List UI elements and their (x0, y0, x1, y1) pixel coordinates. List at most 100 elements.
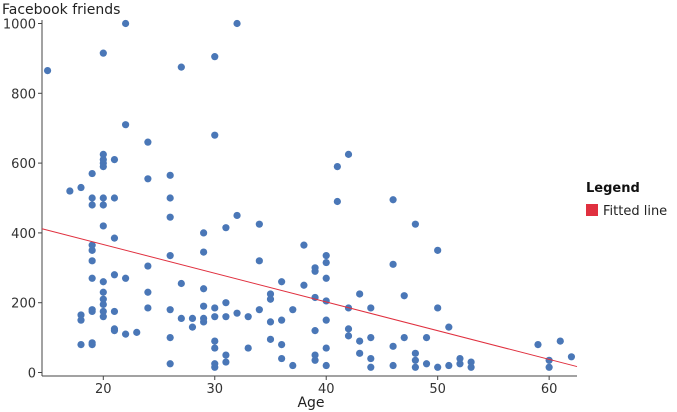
data-point (99, 313, 107, 321)
data-point (88, 274, 96, 282)
data-point (211, 131, 219, 139)
data-point (311, 327, 319, 335)
data-point (43, 67, 52, 75)
data-point (77, 340, 85, 349)
data-point (211, 313, 219, 321)
data-point (322, 344, 330, 352)
data-point (99, 278, 107, 286)
x-tick-label: 50 (429, 382, 446, 397)
data-point (422, 334, 431, 342)
data-point (266, 335, 275, 343)
data-point (278, 340, 286, 349)
data-point (356, 349, 364, 357)
data-point (99, 201, 107, 209)
data-point (356, 290, 364, 298)
data-point (244, 344, 252, 352)
data-point (200, 285, 208, 293)
data-point (456, 360, 464, 368)
data-point (311, 267, 319, 275)
data-point (166, 360, 174, 368)
data-point (445, 323, 453, 331)
data-point (166, 213, 174, 221)
data-point (200, 229, 208, 237)
data-point (389, 196, 397, 204)
data-point (99, 288, 107, 296)
data-point (211, 304, 219, 312)
data-point (278, 316, 286, 324)
x-axis-title: Age (297, 395, 324, 411)
data-point (99, 300, 107, 309)
data-point (233, 19, 241, 28)
y-tick-label: 0 (28, 367, 36, 382)
y-tick-label: 800 (11, 87, 36, 102)
data-point (367, 354, 375, 363)
data-point (110, 327, 119, 335)
data-point (400, 292, 408, 300)
data-point (166, 251, 174, 260)
data-point (88, 241, 96, 249)
data-point (300, 281, 308, 289)
data-point (166, 334, 174, 342)
data-point (166, 194, 174, 202)
data-point (300, 241, 308, 249)
x-tick-label: 60 (541, 382, 558, 397)
data-point (188, 323, 197, 331)
data-point (389, 361, 397, 370)
data-point (266, 290, 275, 298)
data-point (188, 314, 197, 323)
data-point (344, 325, 353, 333)
data-point (367, 304, 375, 312)
data-point (411, 220, 419, 228)
data-point (177, 63, 185, 71)
x-axis-ticks: 20 30 40 50 60 (95, 376, 557, 397)
y-axis-title: Facebook friends (2, 2, 120, 18)
data-point (278, 354, 286, 363)
data-point (77, 311, 85, 319)
data-point (411, 363, 419, 371)
data-point (88, 169, 96, 178)
data-point (77, 316, 85, 324)
data-point (411, 356, 419, 364)
data-point (389, 260, 397, 268)
data-point (110, 234, 119, 242)
data-point (200, 248, 208, 256)
data-point (467, 358, 475, 366)
x-tick-label: 40 (318, 382, 335, 397)
axes (41, 20, 577, 377)
data-point (99, 194, 107, 202)
data-point (88, 340, 96, 349)
data-point (144, 175, 152, 183)
data-point (222, 351, 230, 359)
data-point (110, 307, 119, 316)
data-point (367, 363, 375, 371)
data-point (311, 356, 319, 364)
data-point (556, 337, 564, 345)
data-point (434, 363, 442, 371)
data-point (266, 295, 275, 303)
data-point (445, 361, 453, 370)
legend-label-fitted-line: Fitted line (603, 204, 667, 219)
data-point (434, 304, 442, 312)
y-tick-label: 600 (11, 157, 36, 172)
data-point (255, 257, 263, 265)
data-point (166, 171, 174, 179)
data-point (211, 363, 219, 371)
data-point (144, 138, 152, 146)
data-point (545, 363, 553, 371)
data-point (133, 328, 141, 336)
data-point (211, 53, 219, 61)
data-point (222, 313, 230, 321)
data-point (222, 299, 230, 307)
data-point (99, 295, 107, 303)
data-point (110, 271, 119, 279)
data-point (567, 353, 576, 361)
data-point (367, 334, 375, 342)
data-point (333, 197, 341, 206)
data-point (422, 360, 431, 368)
data-point (77, 183, 85, 192)
data-point (99, 307, 107, 316)
y-axis-ticks: 0 200 400 600 800 1000 (3, 17, 42, 382)
data-point (88, 257, 96, 265)
data-point (233, 309, 241, 317)
data-point (211, 337, 219, 345)
